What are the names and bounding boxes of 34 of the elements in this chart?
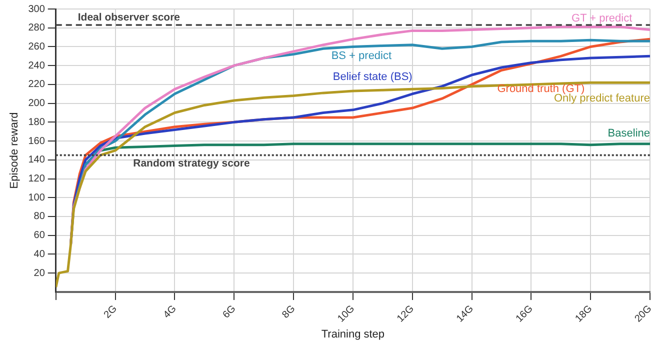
x-tick-label: 10G <box>336 303 358 325</box>
x-tick-label: 18G <box>574 303 595 325</box>
y-tick-label: 200 <box>28 98 46 110</box>
ref-line-label: Random strategy score <box>133 157 250 170</box>
y-tick-label: 80 <box>34 211 46 222</box>
x-tick-label: 8G <box>280 303 298 321</box>
y-tick-label: 40 <box>34 248 46 260</box>
x-tick-label: 4G <box>162 303 179 321</box>
y-tick-label: 300 <box>28 4 46 15</box>
x-tick-label: 12G <box>395 303 417 325</box>
x-tick-label: 20G <box>632 303 654 325</box>
series-label: Only predict feature <box>554 92 650 105</box>
y-tick-label: 160 <box>28 136 46 147</box>
y-axis-title: Episode reward <box>8 112 21 189</box>
x-tick-label: 14G <box>454 303 476 325</box>
y-tick-label: 220 <box>28 79 46 90</box>
series-label: Belief state (BS) <box>332 70 412 83</box>
y-tick-label: 240 <box>28 60 46 72</box>
y-tick-label: 280 <box>28 22 46 34</box>
y-tick-label: 180 <box>28 116 46 128</box>
y-tick-label: 120 <box>28 174 46 185</box>
x-tick-label: 2G <box>102 303 120 321</box>
ref-line-label: Ideal observer score <box>78 12 180 24</box>
y-tick-label: 140 <box>28 154 46 166</box>
x-tick-label: 6G <box>220 303 238 321</box>
series-label: GT + predict <box>572 12 632 24</box>
y-tick-label: 100 <box>28 192 46 204</box>
x-axis-title: Training step <box>321 328 385 340</box>
y-tick-label: 60 <box>34 230 46 242</box>
series-label: BS + predict <box>331 50 392 62</box>
y-tick-label: 260 <box>28 41 46 52</box>
series-label: Baseline <box>608 128 650 140</box>
x-tick-label: 16G <box>514 303 536 325</box>
y-tick-label: 20 <box>34 268 46 279</box>
